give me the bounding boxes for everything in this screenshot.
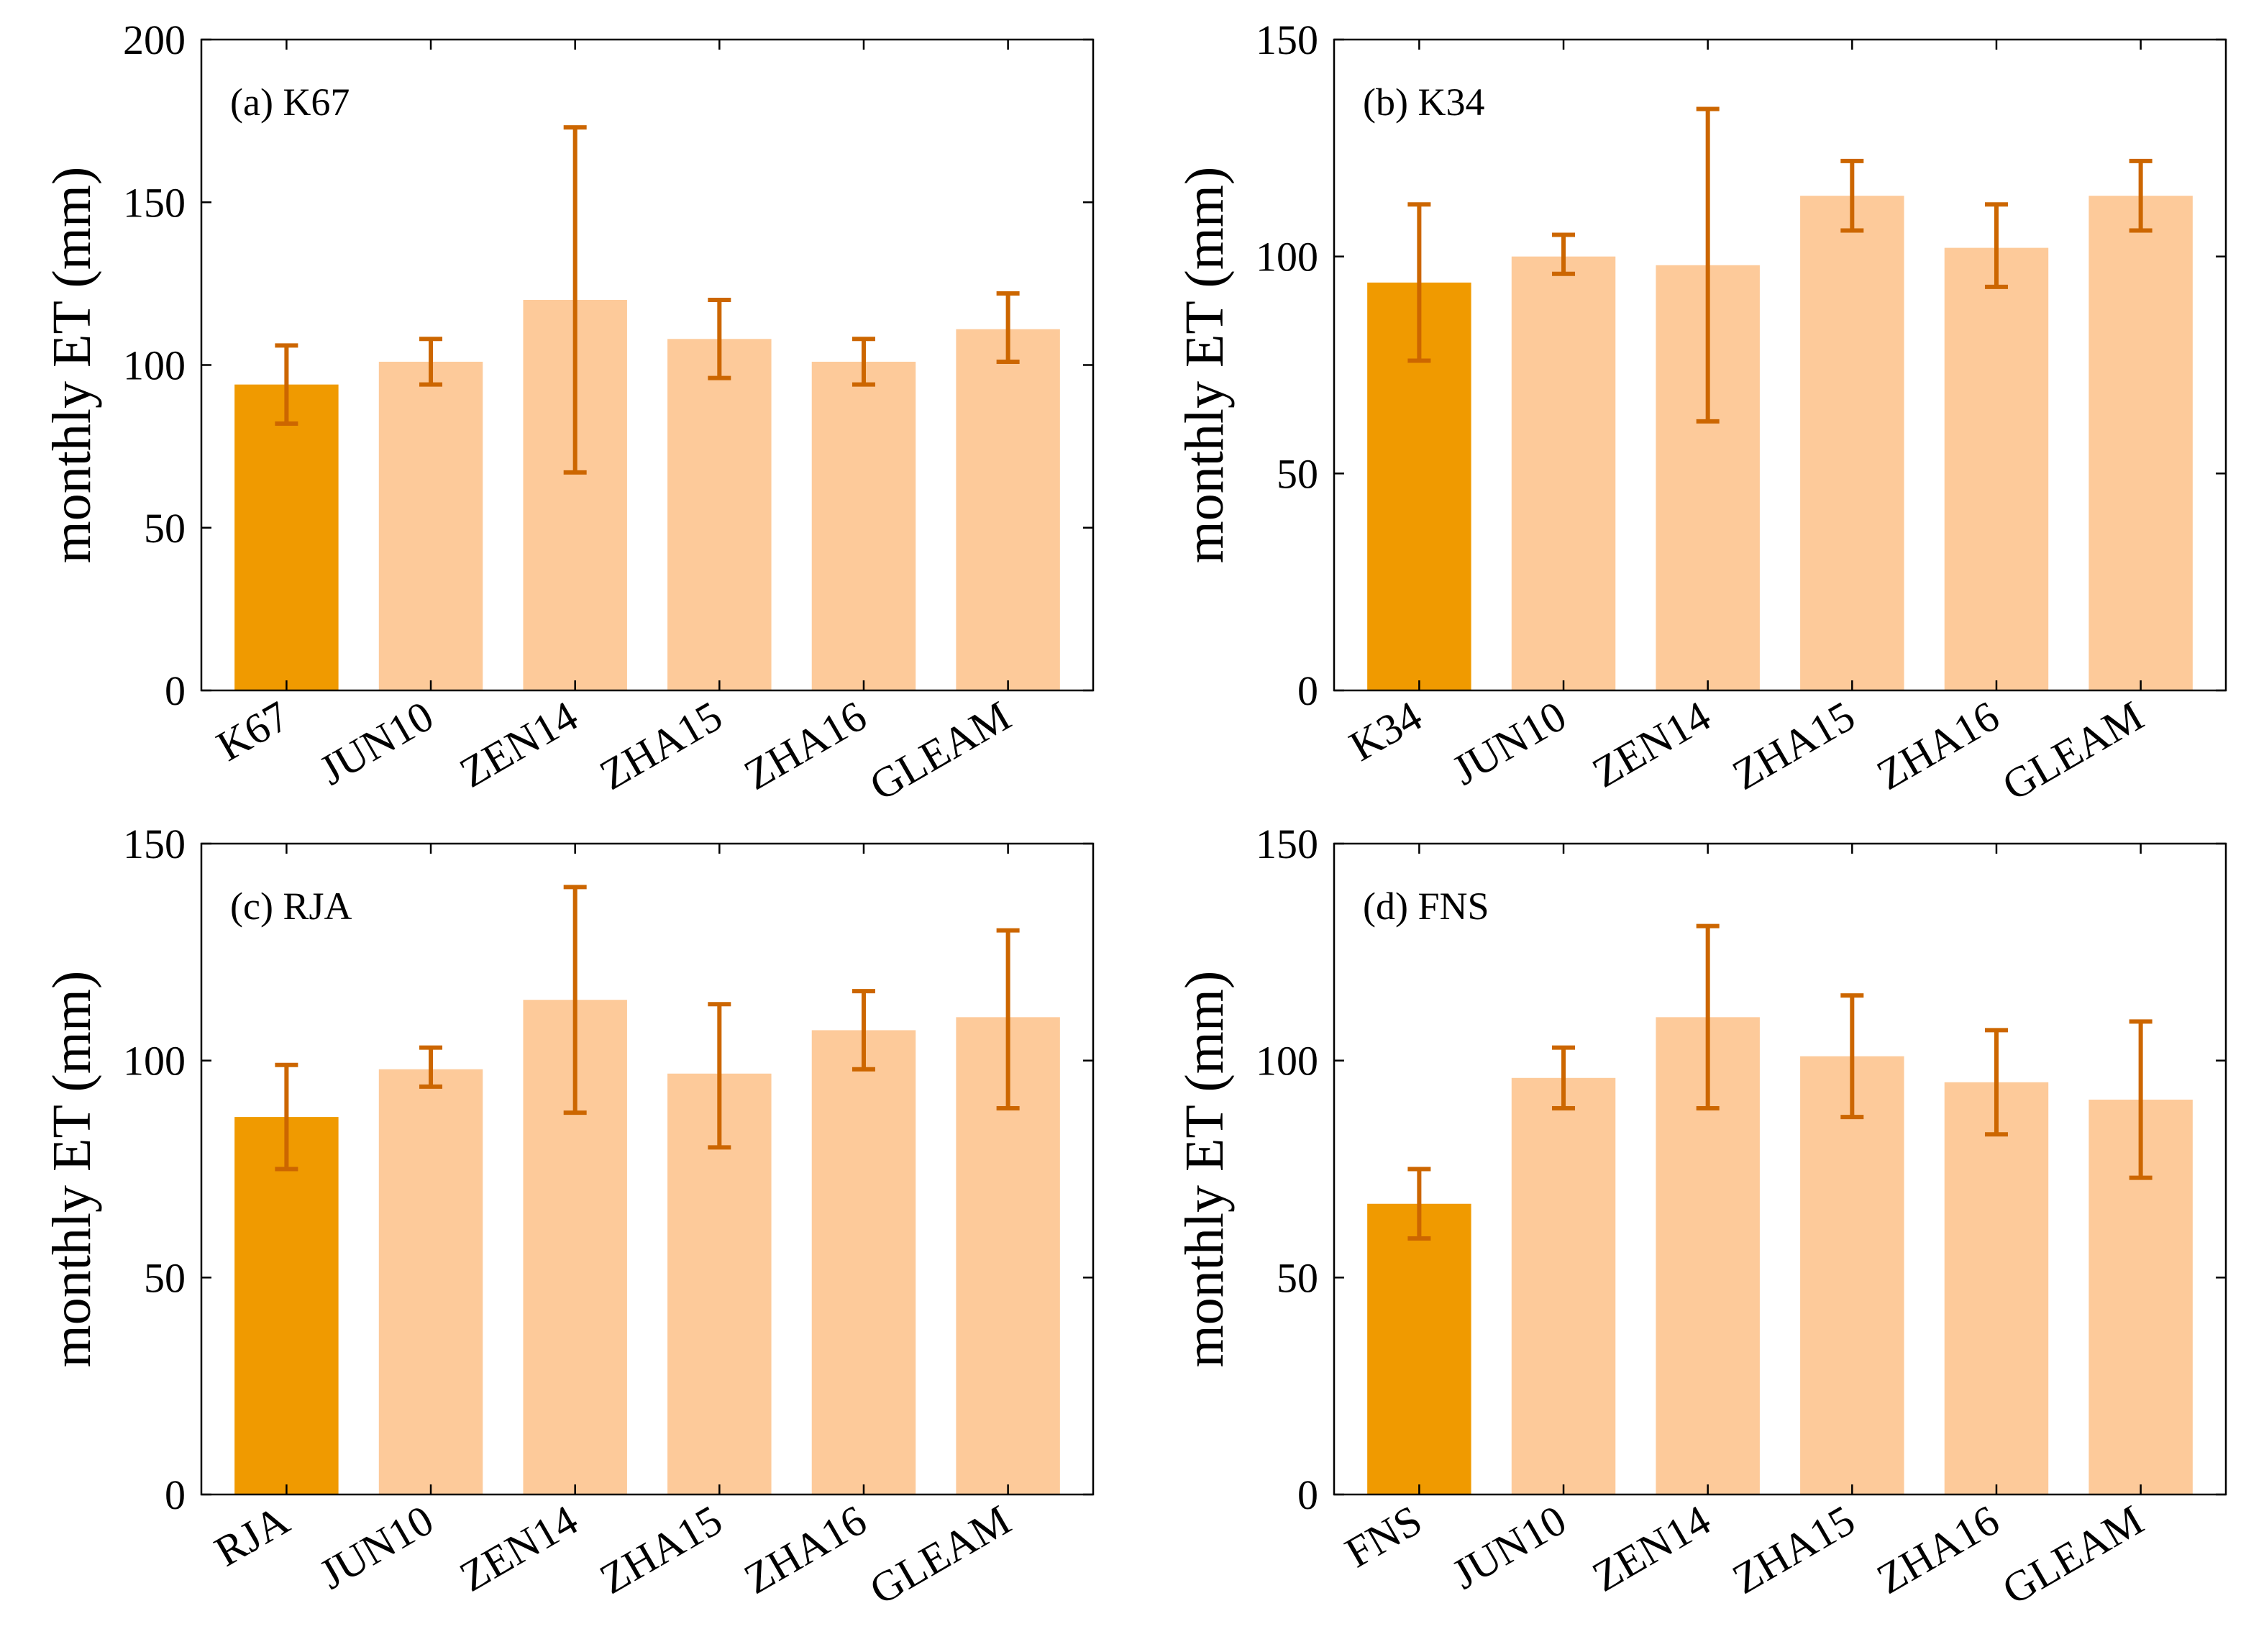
bar-zha16 [811,361,916,690]
error-bar-zha15 [708,298,731,380]
bar-zha16 [1944,247,2049,691]
y-tick-label: 150 [123,179,186,226]
error-bar-zen14 [1696,106,1720,424]
y-tick-label: 50 [144,505,186,552]
axes-frame [1333,38,2227,692]
error-bar-k34 [1407,202,1431,363]
x-tick-label: ZHA16 [736,1496,875,1603]
x-tick-label: RJA [206,1496,296,1576]
error-bar-zha15 [708,1002,731,1150]
bar-jun10 [1511,256,1616,691]
error-bar-zha16 [852,989,875,1072]
bar-jun10 [378,1069,483,1494]
axes-frame [200,842,1095,1496]
x-tick-label: GLEAM [1994,1496,2151,1614]
y-axis-label: monthly ET (mm) [42,167,102,564]
error-bar-zha16 [1984,202,2008,289]
x-tick-label: ZHA16 [736,692,875,799]
x-tick-label: ZEN14 [452,692,585,796]
y-tick-label: 0 [1297,667,1318,714]
error-bar-zen14 [563,885,587,1115]
y-tick-label: 50 [1277,450,1318,497]
y-tick-label: 0 [165,1471,186,1518]
bar-jun10 [1511,1077,1616,1494]
y-axis-label: monthly ET (mm) [1174,167,1235,564]
y-tick-label: 100 [1256,1038,1318,1085]
bar-zha15 [1800,196,1904,690]
error-bar-zen14 [1696,923,1720,1111]
y-tick-label: 100 [123,342,186,389]
y-axis-label: monthly ET (mm) [1174,971,1235,1368]
x-tick-label: K67 [209,692,296,770]
x-tick-label: JUN10 [1444,692,1574,794]
x-tick-label: ZHA15 [1725,692,1863,799]
panel-title: (d) FNS [1363,885,1489,928]
x-tick-label: K34 [1341,692,1429,770]
x-tick-label: JUN10 [311,692,441,794]
bar-zha15 [1800,1056,1904,1494]
error-bar-gleam [2129,158,2153,233]
bar-k67 [234,384,339,690]
x-tick-label: FNS [1338,1496,1430,1576]
error-bar-zha16 [852,337,875,387]
y-tick-label: 0 [165,667,186,714]
panel-title: (c) RJA [230,885,352,928]
x-tick-label: ZHA15 [592,692,730,799]
panel-title: (b) K34 [1363,81,1484,124]
error-bar-zen14 [563,125,587,475]
y-tick-label: 150 [123,821,186,867]
error-bar-zha15 [1840,158,1864,233]
x-tick-label: JUN10 [311,1496,441,1598]
bar-zha15 [667,339,772,690]
error-bar-gleam [996,291,1020,364]
bar-fns [1367,1203,1471,1494]
x-tick-label: ZHA16 [1869,1496,2007,1603]
bar-jun10 [378,361,483,690]
error-bar-jun10 [419,1045,443,1089]
y-tick-label: 150 [1256,821,1318,867]
error-bar-k67 [275,343,298,426]
error-bar-rja [275,1062,298,1172]
x-tick-label: ZEN14 [1584,1496,1718,1600]
x-tick-label: ZHA16 [1869,692,2007,799]
chart-panel-1: 0 50 100 150 200 K67 JUN10 ZEN14 ZHA15 ZHA16GLEAM… [42,17,1095,810]
x-tick-label: ZEN14 [452,1496,585,1600]
error-bar-fns [1407,1167,1431,1241]
y-tick-label: 50 [144,1254,186,1301]
x-tick-label: ZHA15 [592,1496,730,1603]
y-tick-label: 0 [1297,1471,1318,1518]
x-tick-label: ZHA15 [1725,1496,1863,1603]
bar-gleam [956,329,1060,690]
y-tick-label: 150 [1256,17,1318,63]
bar-rja [234,1117,339,1494]
y-axis-label: monthly ET (mm) [42,971,102,1368]
error-bar-zha16 [1984,1028,2008,1137]
axes-frame [1333,842,2227,1496]
panel-title: (a) K67 [230,81,350,124]
error-bar-jun10 [1552,1045,1576,1111]
y-tick-label: 50 [1277,1254,1318,1301]
error-bar-jun10 [419,337,443,387]
bar-gleam [2088,196,2193,690]
error-bar-jun10 [1552,232,1576,276]
y-tick-label: 100 [123,1038,186,1085]
x-tick-label: ZEN14 [1584,692,1718,796]
x-tick-label: GLEAM [862,692,1018,810]
bar-zha16 [1944,1082,2049,1494]
error-bar-gleam [2129,1019,2153,1180]
x-tick-label: JUN10 [1444,1496,1574,1598]
bar-zha16 [811,1030,916,1494]
x-tick-label: GLEAM [862,1496,1018,1614]
error-bar-zha15 [1840,993,1864,1120]
error-bar-gleam [996,928,1020,1111]
x-tick-label: GLEAM [1994,692,2151,810]
y-tick-label: 200 [123,17,186,63]
y-tick-label: 100 [1256,234,1318,280]
